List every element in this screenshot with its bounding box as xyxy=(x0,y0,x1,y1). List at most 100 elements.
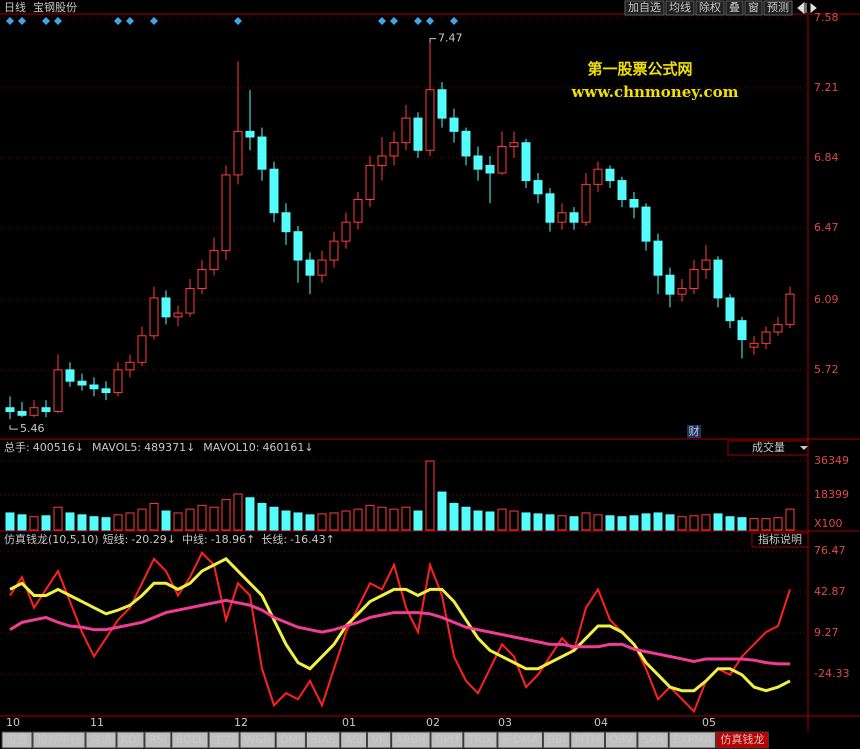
tab[interactable] xyxy=(275,731,306,749)
toolbar-button-label[interactable]: 均线 xyxy=(669,0,691,14)
volume-legend-name: MAVOL5: xyxy=(92,441,141,454)
candle-body xyxy=(281,212,291,233)
signal-diamond xyxy=(450,17,458,25)
tab[interactable] xyxy=(391,731,431,749)
volume-bar xyxy=(293,512,303,531)
tab-label[interactable]: ASI xyxy=(345,733,363,746)
y-tick-label: 36349 xyxy=(814,454,849,467)
tab[interactable] xyxy=(32,731,86,749)
tab[interactable] xyxy=(340,731,367,749)
tab-label[interactable]: BIAS xyxy=(310,733,335,746)
tab-label[interactable]: OBV xyxy=(610,733,634,746)
toolbar-button[interactable] xyxy=(695,0,725,16)
tab-label[interactable]: SAR xyxy=(642,733,665,746)
candle-body xyxy=(317,259,327,276)
tab[interactable] xyxy=(570,731,605,749)
tab[interactable] xyxy=(715,731,769,749)
volume-bar xyxy=(761,518,771,531)
volume-bar xyxy=(437,491,447,531)
candle-body xyxy=(53,369,63,413)
toolbar-button[interactable] xyxy=(624,0,665,16)
candle-body xyxy=(761,331,771,344)
tab-label[interactable]: MTM xyxy=(575,733,601,746)
date-label: 12 xyxy=(234,716,248,729)
volume-bar xyxy=(257,502,267,531)
indicator-line xyxy=(9,557,791,693)
tab-label[interactable]: DPO xyxy=(435,733,459,746)
toolbar-button-label[interactable]: 窗 xyxy=(748,0,759,14)
y-tick-label: 6.47 xyxy=(814,221,839,234)
volume-bar xyxy=(173,512,183,531)
candle-body xyxy=(305,259,315,276)
tab-label[interactable]: VR xyxy=(372,733,388,746)
volume-bar xyxy=(113,514,123,531)
signal-diamond xyxy=(378,17,386,25)
tab-label[interactable]: DMI xyxy=(280,733,301,746)
tab[interactable] xyxy=(305,731,341,749)
toolbar-button-label[interactable]: 加自选 xyxy=(628,1,661,14)
volume-bar xyxy=(149,502,159,531)
candle-body xyxy=(473,155,483,170)
volume-bar xyxy=(413,510,423,531)
candle-body xyxy=(269,168,279,214)
volume-bar xyxy=(305,514,315,531)
finance-marker-box[interactable] xyxy=(687,425,701,438)
tab-label[interactable]: W&R xyxy=(244,733,271,746)
tab[interactable] xyxy=(463,731,498,749)
tab[interactable] xyxy=(637,731,669,749)
toolbar-button[interactable] xyxy=(744,0,763,16)
volume-bar xyxy=(689,515,699,531)
tab[interactable] xyxy=(171,731,209,749)
toolbar-button[interactable] xyxy=(665,0,695,16)
finance-marker[interactable]: 财 xyxy=(689,424,700,438)
tab[interactable] xyxy=(1,731,33,749)
tab-label[interactable]: BBI xyxy=(547,733,565,746)
tab-label[interactable]: TRIX xyxy=(467,733,494,746)
signal-diamond xyxy=(150,17,158,25)
tab-label[interactable]: RSI xyxy=(149,733,167,746)
tab[interactable] xyxy=(430,731,464,749)
help-button[interactable] xyxy=(751,532,809,548)
candle-body xyxy=(617,180,627,200)
tab[interactable] xyxy=(239,731,276,749)
tab[interactable] xyxy=(668,731,716,749)
tab-label[interactable]: KDJ xyxy=(121,733,140,746)
toolbar-button-label[interactable]: 预测 xyxy=(767,1,789,14)
tab[interactable] xyxy=(605,731,638,749)
tab-label[interactable]: 新DMA xyxy=(502,732,539,746)
help-button-label[interactable]: 指标说明 xyxy=(758,532,802,546)
toolbar-button-label[interactable]: 除权 xyxy=(699,0,721,14)
indicator-selector-label[interactable]: 成交量 xyxy=(752,440,785,454)
tab-label[interactable]: EXPMA xyxy=(673,733,712,746)
tab[interactable] xyxy=(116,731,145,749)
toolbar-button-label[interactable]: 叠 xyxy=(729,1,740,14)
dropdown-arrow[interactable] xyxy=(800,446,808,450)
tab-label[interactable]: 设置 xyxy=(6,733,28,746)
candle-body xyxy=(413,117,423,151)
tab-label[interactable]: BOLL xyxy=(176,733,205,746)
nav-arrows[interactable] xyxy=(797,1,817,15)
tab[interactable] xyxy=(85,731,117,749)
toolbar-button[interactable] xyxy=(725,0,744,16)
tab[interactable] xyxy=(497,731,543,749)
tab[interactable] xyxy=(542,731,571,749)
tab[interactable] xyxy=(144,731,172,749)
tab-label[interactable]: 资讯 xyxy=(90,733,112,746)
candle-body xyxy=(209,250,219,271)
period-label[interactable]: 日线 xyxy=(4,0,26,14)
tab[interactable] xyxy=(208,731,240,749)
low-pointer xyxy=(9,425,18,430)
candle-body xyxy=(581,183,591,223)
tab-label[interactable]: 指标平台 xyxy=(37,732,81,746)
tab-label[interactable]: 仿真钱龙 xyxy=(720,732,764,746)
tab-label[interactable]: 主力 xyxy=(213,733,235,746)
date-label: 04 xyxy=(594,716,608,729)
y-tick-label: 6.09 xyxy=(814,293,839,306)
tab-label[interactable]: ARBR xyxy=(396,733,427,746)
y-tick-label: -24.33 xyxy=(814,667,849,680)
toolbar-button[interactable] xyxy=(763,0,793,16)
tab[interactable] xyxy=(367,731,392,749)
volume-bar xyxy=(89,516,99,531)
indicator-selector[interactable] xyxy=(727,440,809,456)
volume-legend-name: MAVOL10: xyxy=(203,441,259,454)
